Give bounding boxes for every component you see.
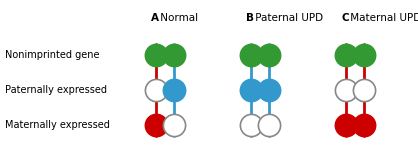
Point bbox=[361, 124, 367, 126]
Text: Maternal UPD: Maternal UPD bbox=[347, 13, 418, 23]
Text: B: B bbox=[246, 13, 254, 23]
Point bbox=[153, 89, 159, 91]
Text: A: A bbox=[151, 13, 159, 23]
Point bbox=[361, 54, 367, 56]
Point bbox=[361, 89, 367, 91]
Point bbox=[343, 89, 349, 91]
Text: Paternal UPD: Paternal UPD bbox=[252, 13, 323, 23]
Point bbox=[171, 124, 177, 126]
Point bbox=[171, 89, 177, 91]
Point bbox=[343, 124, 349, 126]
Text: Paternally expressed: Paternally expressed bbox=[5, 85, 107, 95]
Point bbox=[266, 54, 273, 56]
Point bbox=[266, 124, 273, 126]
Point bbox=[343, 54, 349, 56]
Point bbox=[247, 89, 254, 91]
Text: Maternally expressed: Maternally expressed bbox=[5, 120, 110, 130]
Point bbox=[153, 124, 159, 126]
Point bbox=[247, 124, 254, 126]
Text: C: C bbox=[341, 13, 349, 23]
Point bbox=[247, 54, 254, 56]
Point bbox=[171, 54, 177, 56]
Point bbox=[153, 54, 159, 56]
Point bbox=[266, 89, 273, 91]
Text: Nonimprinted gene: Nonimprinted gene bbox=[5, 50, 99, 60]
Text: Normal: Normal bbox=[157, 13, 198, 23]
